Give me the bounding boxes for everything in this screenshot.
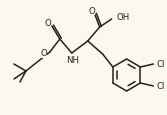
Text: NH: NH (66, 56, 79, 64)
Text: Cl: Cl (156, 82, 165, 91)
Text: Cl: Cl (156, 60, 165, 69)
Text: O: O (44, 18, 51, 27)
Text: O: O (40, 49, 47, 58)
Text: OH: OH (117, 12, 130, 21)
Text: O: O (88, 6, 95, 15)
